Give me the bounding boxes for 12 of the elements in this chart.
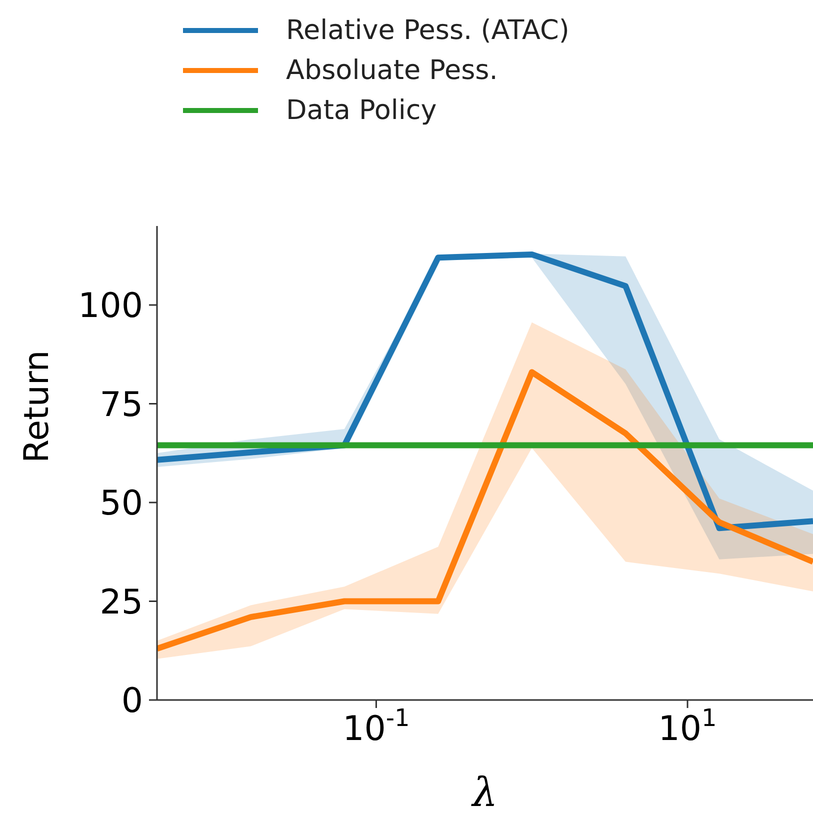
y-tick-label: 100 [78,286,143,326]
x-tick-label: 10$^{1}$ [658,704,717,749]
legend-label: Relative Pess. (ATAC) [286,14,570,46]
y-axis-title: Return [17,350,58,463]
y-tick-label: 0 [121,681,143,721]
x-axis-title: λ [470,770,498,816]
x-tick-label: 10$^{-1}$ [342,704,410,749]
legend-label: Data Policy [286,94,437,126]
y-tick-label: 25 [100,582,143,622]
y-tick-label: 50 [100,484,143,524]
y-tick-label: 75 [100,384,143,425]
legend-label: Absoluate Pess. [286,54,498,86]
